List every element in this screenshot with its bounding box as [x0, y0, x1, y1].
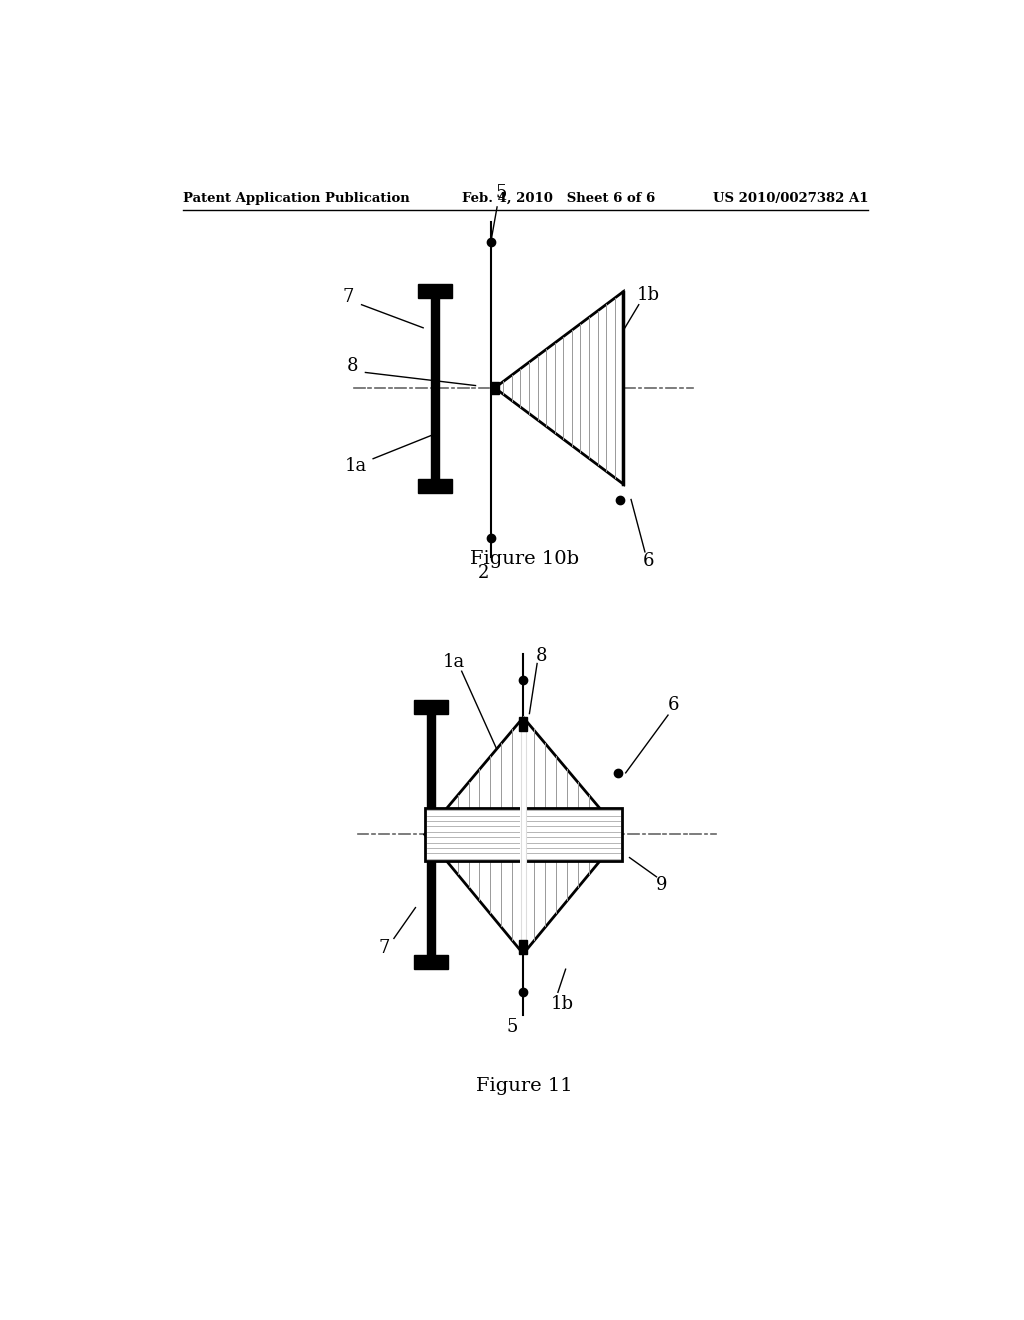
Bar — [418, 479, 452, 494]
Bar — [425, 808, 622, 862]
Text: 8: 8 — [536, 647, 548, 665]
Text: Feb. 4, 2010   Sheet 6 of 6: Feb. 4, 2010 Sheet 6 of 6 — [462, 191, 655, 205]
Text: Figure 11: Figure 11 — [476, 1077, 573, 1096]
Bar — [414, 700, 447, 714]
Text: 1a: 1a — [442, 653, 465, 671]
Text: 9: 9 — [656, 875, 668, 894]
Bar — [490, 381, 499, 395]
Text: 5: 5 — [506, 1018, 517, 1036]
Text: Patent Application Publication: Patent Application Publication — [183, 191, 410, 205]
Bar — [519, 940, 527, 954]
Text: 2: 2 — [477, 564, 488, 582]
Text: 5: 5 — [496, 183, 507, 202]
Bar — [519, 718, 527, 731]
Bar — [520, 723, 526, 948]
Text: 6: 6 — [668, 696, 679, 714]
Bar — [427, 714, 435, 956]
Polygon shape — [495, 292, 624, 484]
Text: 7: 7 — [343, 288, 354, 306]
Polygon shape — [425, 718, 622, 954]
Text: 1a: 1a — [345, 458, 368, 475]
Text: 1b: 1b — [637, 286, 659, 305]
Text: 8: 8 — [346, 358, 358, 375]
Bar — [431, 298, 438, 479]
Bar — [418, 284, 452, 298]
Text: 1b: 1b — [550, 995, 573, 1012]
Text: 6: 6 — [642, 552, 653, 570]
Text: 7: 7 — [379, 940, 390, 957]
Text: US 2010/0027382 A1: US 2010/0027382 A1 — [713, 191, 868, 205]
Text: Figure 10b: Figure 10b — [470, 550, 580, 568]
Bar — [414, 956, 447, 969]
